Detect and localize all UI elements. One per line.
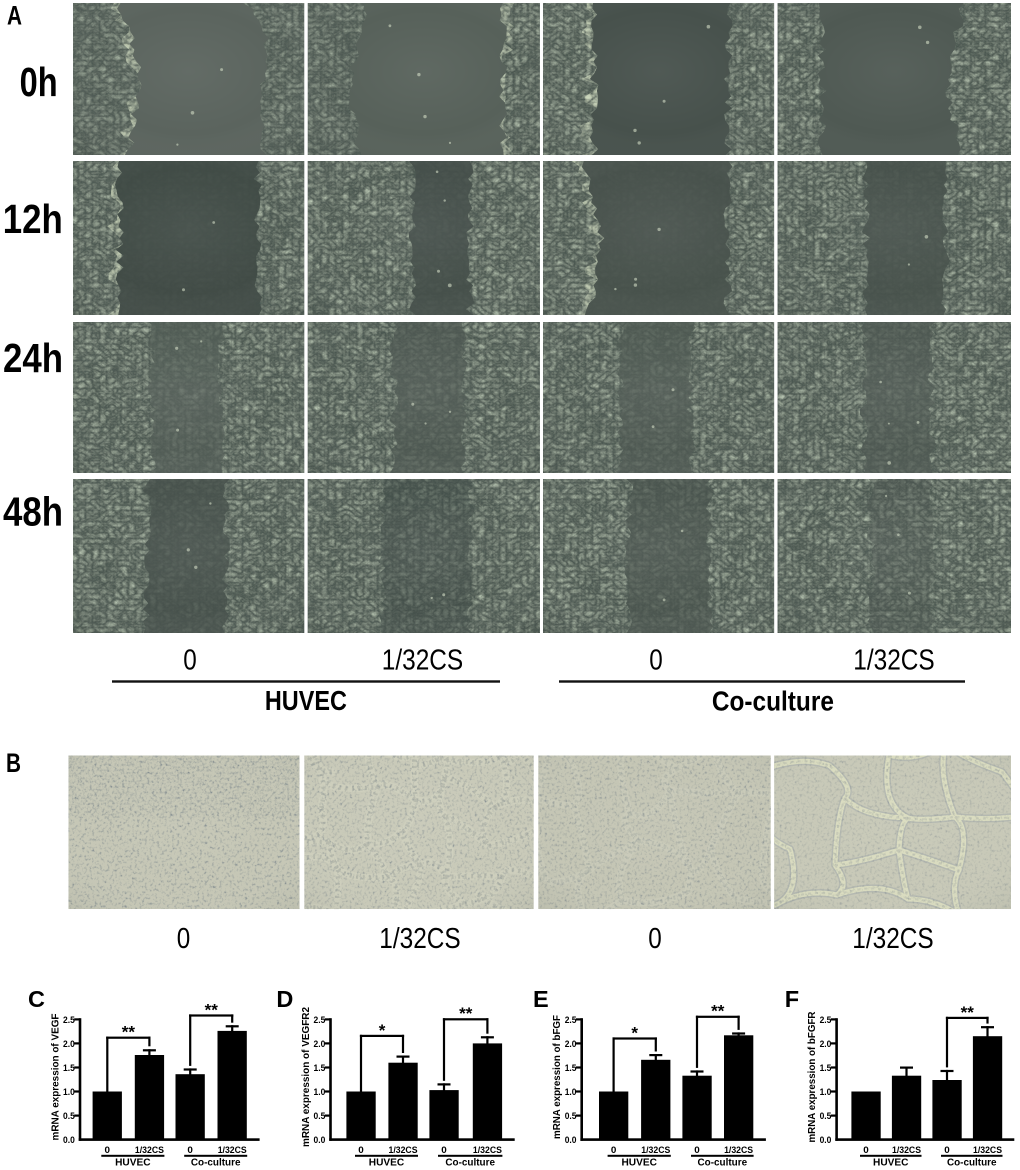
svg-text:mRNA expression of bFGF: mRNA expression of bFGF [552, 1015, 563, 1139]
svg-text:1/32CS: 1/32CS [852, 923, 933, 955]
svg-text:2.0: 2.0 [565, 1039, 577, 1050]
svg-text:1/32CS: 1/32CS [389, 1145, 418, 1156]
svg-text:Co-culture: Co-culture [712, 686, 834, 717]
svg-text:0.0: 0.0 [565, 1135, 577, 1146]
svg-text:E: E [533, 986, 549, 1012]
svg-text:**: ** [205, 1000, 219, 1019]
svg-text:2.0: 2.0 [63, 1039, 75, 1050]
svg-text:F: F [785, 986, 799, 1012]
svg-text:B: B [6, 748, 21, 778]
svg-text:0.5: 0.5 [314, 1111, 326, 1122]
svg-text:*: * [379, 1021, 386, 1040]
svg-text:**: ** [122, 1023, 136, 1042]
svg-text:2.5: 2.5 [565, 1015, 577, 1026]
svg-text:2.5: 2.5 [314, 1015, 326, 1026]
svg-text:12h: 12h [3, 196, 63, 242]
svg-text:1.5: 1.5 [820, 1063, 832, 1074]
svg-text:D: D [276, 986, 293, 1012]
svg-text:1/32CS: 1/32CS [973, 1145, 1002, 1156]
svg-text:0.5: 0.5 [63, 1111, 75, 1122]
svg-text:48h: 48h [3, 489, 63, 535]
svg-text:0: 0 [649, 645, 663, 677]
svg-text:0: 0 [863, 1145, 869, 1156]
svg-text:Co-culture: Co-culture [947, 1157, 997, 1169]
svg-text:Co-culture: Co-culture [698, 1157, 748, 1169]
svg-text:mRNA expression of VEGF: mRNA expression of VEGF [51, 1014, 62, 1141]
svg-text:1/32CS: 1/32CS [218, 1145, 247, 1156]
svg-text:HUVEC: HUVEC [265, 685, 347, 716]
svg-text:1.0: 1.0 [314, 1087, 326, 1098]
svg-text:0.0: 0.0 [314, 1135, 326, 1146]
svg-text:0: 0 [441, 1145, 447, 1156]
svg-text:0: 0 [944, 1145, 950, 1156]
svg-text:2.5: 2.5 [63, 1015, 75, 1026]
svg-text:1/32CS: 1/32CS [641, 1145, 670, 1156]
svg-text:0: 0 [177, 923, 191, 955]
svg-text:0: 0 [694, 1145, 700, 1156]
svg-text:1.5: 1.5 [63, 1063, 75, 1074]
svg-text:HUVEC: HUVEC [369, 1157, 405, 1169]
svg-text:1.5: 1.5 [314, 1063, 326, 1074]
svg-text:0: 0 [187, 1145, 193, 1156]
svg-text:HUVEC: HUVEC [873, 1157, 909, 1169]
svg-text:0h: 0h [20, 59, 58, 105]
svg-text:1/32CS: 1/32CS [853, 645, 934, 677]
svg-text:0.0: 0.0 [820, 1135, 832, 1146]
svg-text:C: C [28, 986, 45, 1012]
svg-text:**: ** [711, 1002, 725, 1021]
svg-text:0: 0 [648, 923, 662, 955]
svg-text:0.5: 0.5 [820, 1111, 832, 1122]
svg-text:24h: 24h [3, 335, 63, 381]
svg-text:1/32CS: 1/32CS [724, 1145, 753, 1156]
svg-text:0: 0 [183, 645, 197, 677]
svg-text:HUVEC: HUVEC [621, 1157, 657, 1169]
svg-text:mRNA expression of bFGFR: mRNA expression of bFGFR [807, 1011, 818, 1143]
svg-text:2.5: 2.5 [820, 1015, 832, 1026]
svg-text:mRNA expression of VEGFR2: mRNA expression of VEGFR2 [301, 1007, 312, 1147]
svg-text:A: A [7, 1, 22, 31]
svg-text:1/32CS: 1/32CS [379, 923, 460, 955]
svg-text:1.5: 1.5 [565, 1063, 577, 1074]
svg-text:1/32CS: 1/32CS [473, 1145, 502, 1156]
svg-text:HUVEC: HUVEC [115, 1157, 151, 1169]
svg-text:0: 0 [105, 1145, 111, 1156]
svg-text:1/32CS: 1/32CS [135, 1145, 164, 1156]
svg-text:**: ** [459, 1004, 473, 1023]
svg-text:Co-culture: Co-culture [445, 1157, 495, 1169]
svg-text:0: 0 [358, 1145, 364, 1156]
svg-text:1.0: 1.0 [63, 1087, 75, 1098]
svg-text:2.0: 2.0 [314, 1039, 326, 1050]
svg-text:**: ** [961, 1003, 975, 1022]
svg-text:1.0: 1.0 [820, 1087, 832, 1098]
svg-text:0: 0 [611, 1145, 617, 1156]
svg-text:*: * [631, 1023, 638, 1042]
svg-text:1.0: 1.0 [565, 1087, 577, 1098]
svg-text:0.5: 0.5 [565, 1111, 577, 1122]
svg-text:Co-culture: Co-culture [191, 1157, 241, 1169]
svg-text:1/32CS: 1/32CS [382, 645, 463, 677]
svg-text:0.0: 0.0 [63, 1135, 75, 1146]
svg-text:2.0: 2.0 [820, 1039, 832, 1050]
svg-text:1/32CS: 1/32CS [892, 1145, 921, 1156]
